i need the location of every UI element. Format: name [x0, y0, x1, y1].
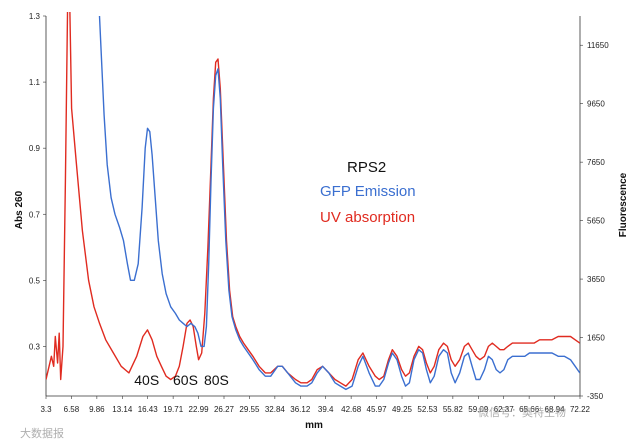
y-right-axis-title: Fluorescence: [618, 172, 629, 237]
y-right-tick-label: 9650: [587, 100, 605, 109]
series-layer: [46, 12, 580, 391]
y-right-tick-label: 1650: [587, 334, 605, 343]
peak-label: 80S: [204, 372, 229, 388]
x-tick-label: 6.58: [64, 405, 80, 414]
series-line-gfp-emission: [98, 15, 580, 391]
x-tick-label: 26.27: [214, 405, 235, 414]
y-right-tick-label: 5650: [587, 217, 605, 226]
y-left-axis-ticks: 1.3 1.1 0.9 0.7 0.5 0.3: [29, 12, 46, 351]
watermark-right: 微信号：奥特生物: [478, 405, 566, 419]
x-tick-label: 19.71: [163, 405, 184, 414]
x-tick-label: 49.25: [392, 405, 413, 414]
y-left-tick-label: 0.7: [29, 210, 41, 219]
y-right-tick-label: 7650: [587, 158, 605, 167]
y-right-axis-ticks: 11650 9650 7650 5650 3650 1650 -350: [580, 41, 609, 401]
x-tick-label: 59.09: [468, 405, 489, 414]
plot-frame: [45, 16, 581, 397]
y-left-tick-label: 1.3: [29, 12, 41, 21]
gfp-legend-label: GFP Emission: [320, 183, 416, 200]
y-right-tick-label: 3650: [587, 275, 605, 284]
y-left-tick-label: 0.5: [29, 276, 41, 285]
x-tick-label: 22.99: [189, 405, 210, 414]
x-tick-label: 9.86: [89, 405, 105, 414]
x-tick-label: 42.68: [341, 405, 362, 414]
x-tick-label: 52.53: [417, 405, 438, 414]
peak-label: 40S: [134, 372, 159, 388]
y-right-tick-label: 11650: [587, 41, 609, 50]
x-tick-label: 62.37: [494, 405, 515, 414]
x-tick-label: 65.66: [519, 405, 540, 414]
uv-legend-label: UV absorption: [320, 209, 415, 226]
x-tick-label: 39.4: [318, 405, 334, 414]
peak-label: 60S: [173, 372, 198, 388]
y-left-axis-title: Abs 260: [14, 190, 25, 229]
x-tick-label: 68.94: [545, 405, 566, 414]
x-tick-label: 55.82: [443, 405, 464, 414]
x-tick-label: 16.43: [138, 405, 159, 414]
y-right-tick-label: -350: [587, 392, 604, 401]
x-tick-label: 13.14: [112, 405, 133, 414]
y-left-tick-label: 0.3: [29, 342, 41, 351]
x-tick-label: 29.55: [239, 405, 260, 414]
x-tick-label: 3.3: [40, 405, 52, 414]
x-tick-label: 72.22: [570, 405, 591, 414]
y-left-tick-label: 1.1: [29, 78, 41, 87]
protein-label: RPS2: [347, 159, 386, 176]
x-axis-ticks: 3.3 6.58 9.86 13.14 16.43 19.71 22.99 26.27 29.5…: [40, 396, 591, 414]
x-tick-label: 45.97: [367, 405, 388, 414]
peak-labels: 40S 60S 80S: [134, 372, 229, 388]
x-tick-label: 36.12: [290, 405, 311, 414]
watermark-left: 大数据报: [20, 426, 64, 440]
y-left-tick-label: 0.9: [29, 144, 41, 153]
x-axis-title: mm: [305, 420, 323, 431]
x-tick-label: 32.84: [265, 405, 286, 414]
series-line-uv-absorption: [46, 12, 580, 387]
